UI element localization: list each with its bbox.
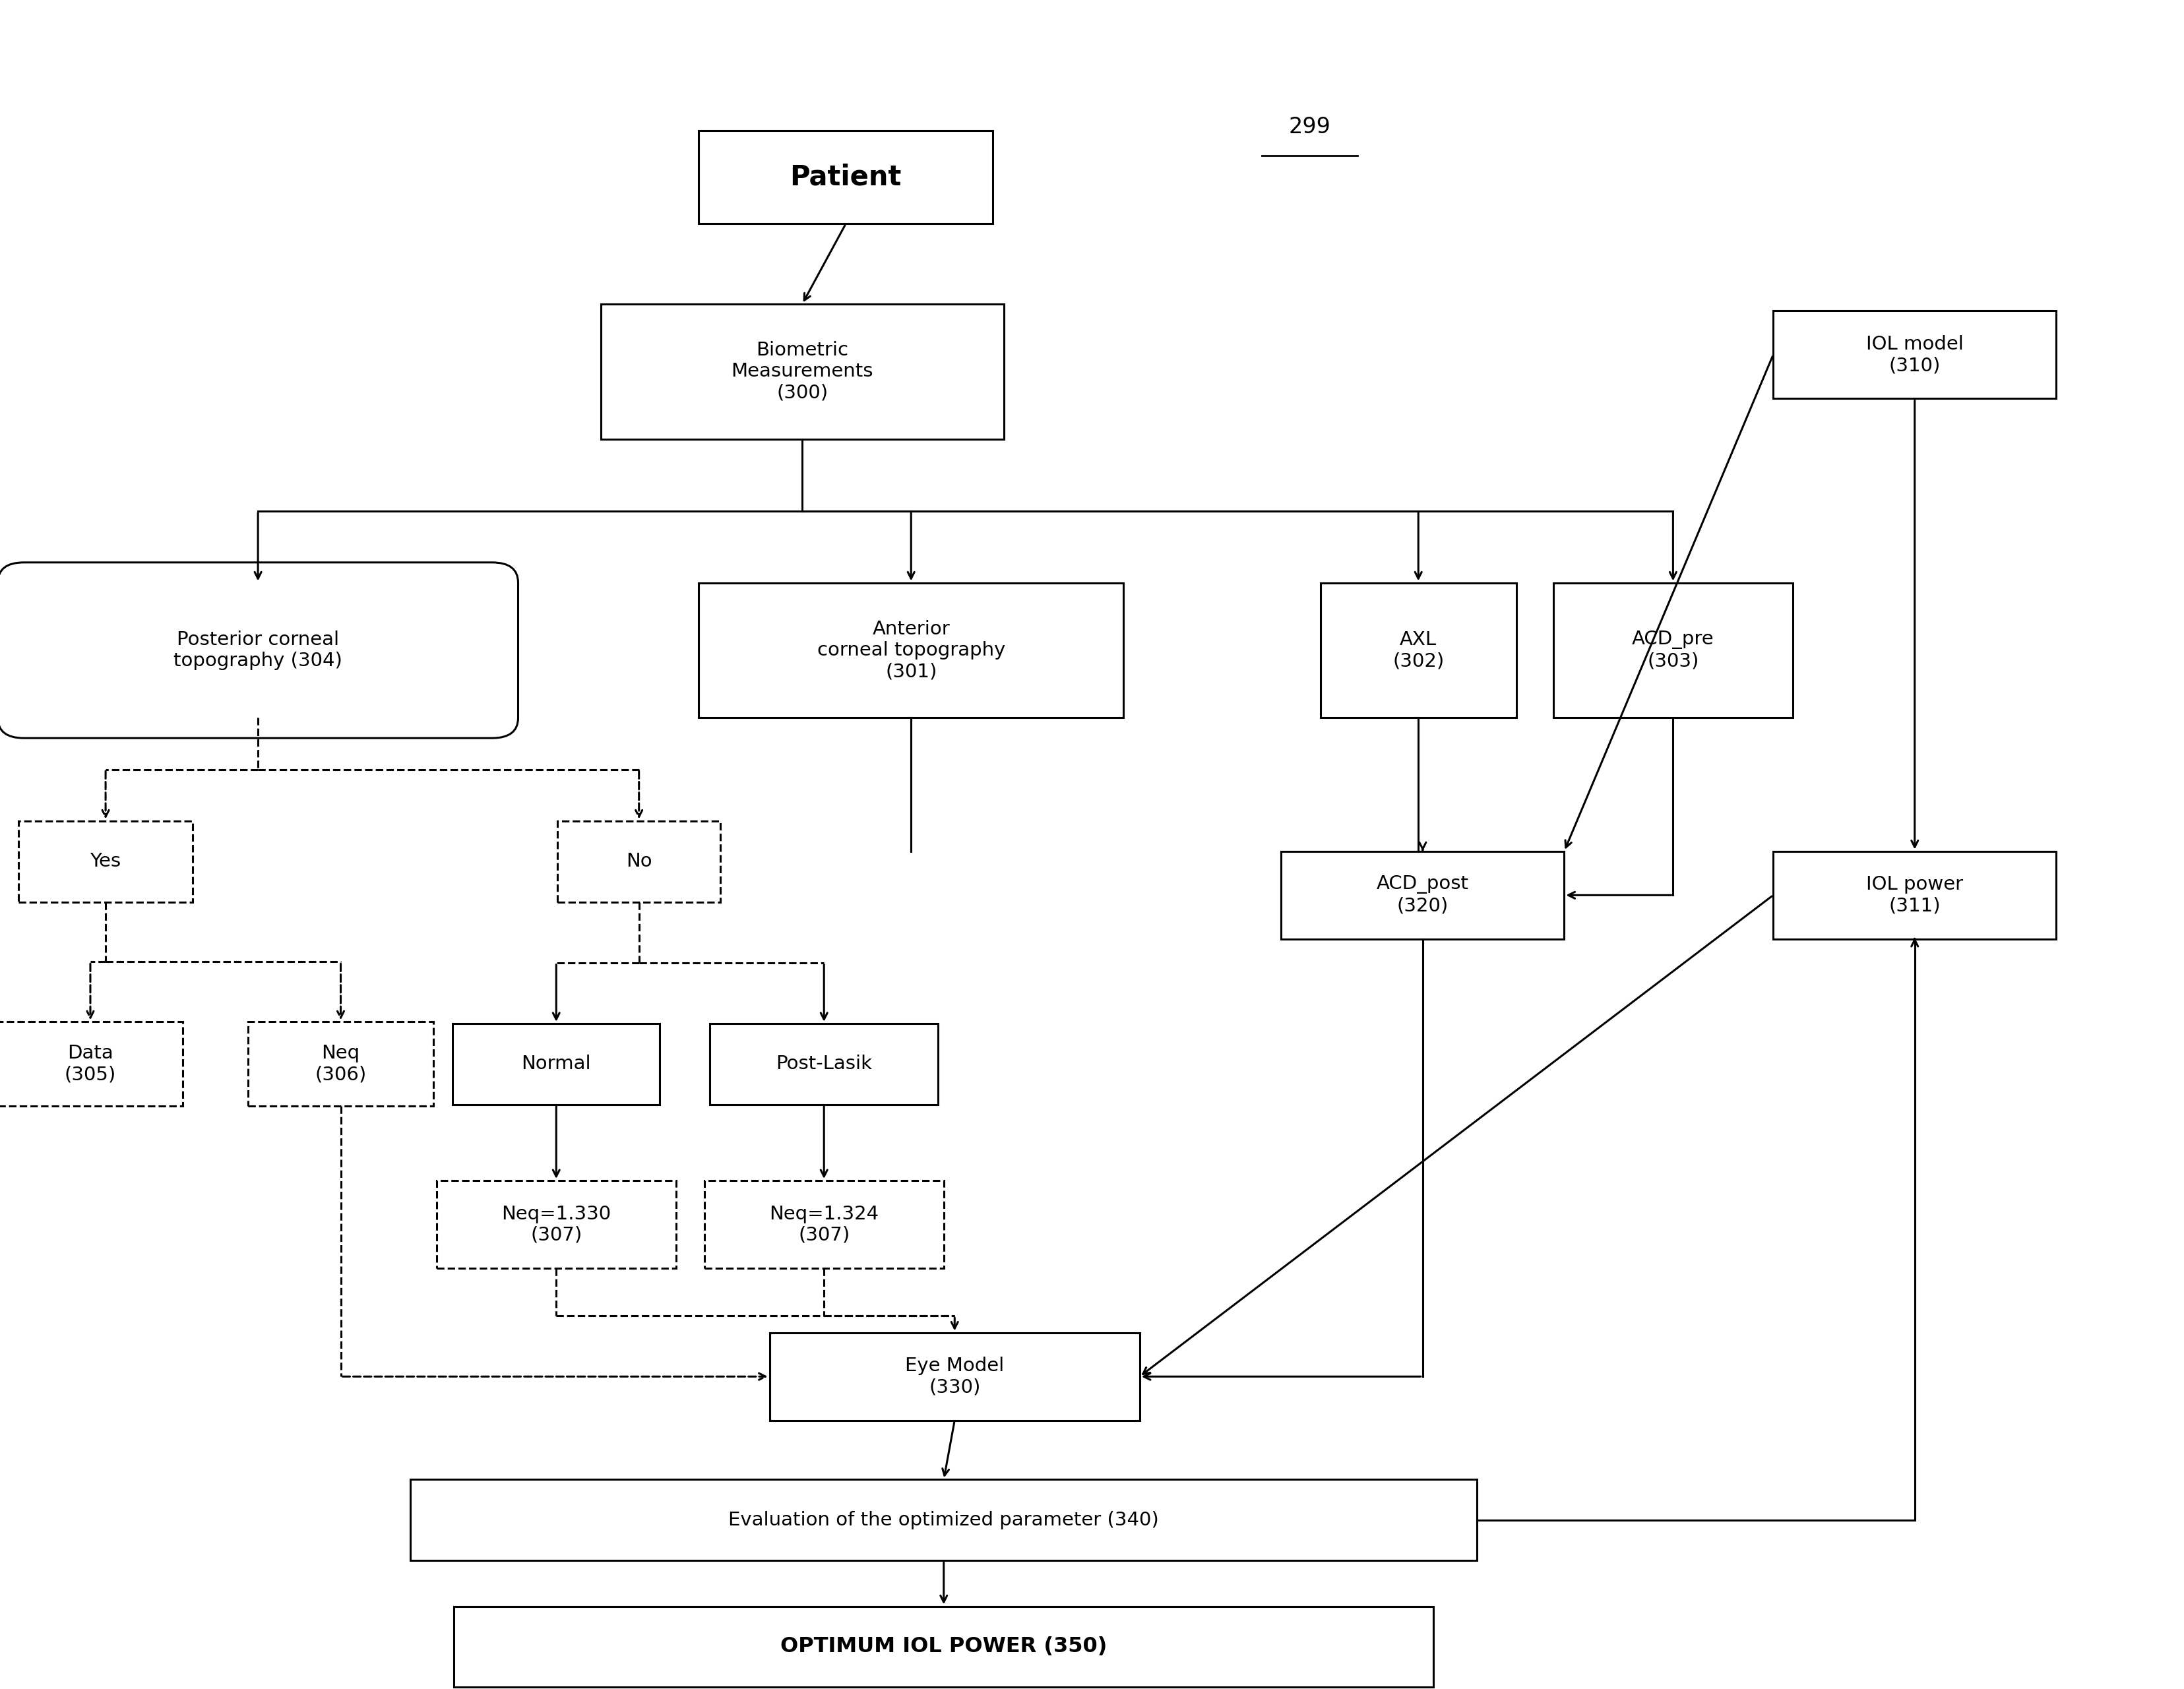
Text: Neq=1.324
(307): Neq=1.324 (307) (769, 1204, 878, 1245)
FancyBboxPatch shape (249, 1022, 432, 1106)
Text: Yes: Yes (90, 853, 120, 870)
FancyBboxPatch shape (0, 1022, 183, 1106)
FancyBboxPatch shape (710, 1024, 937, 1105)
Text: Posterior corneal
topography (304): Posterior corneal topography (304) (173, 630, 343, 671)
FancyBboxPatch shape (1773, 851, 2055, 939)
FancyBboxPatch shape (557, 821, 721, 902)
Text: 299: 299 (1289, 117, 1330, 137)
FancyBboxPatch shape (0, 562, 518, 738)
FancyBboxPatch shape (699, 132, 992, 223)
Text: Normal: Normal (522, 1056, 592, 1073)
Text: No: No (625, 853, 651, 870)
FancyBboxPatch shape (411, 1480, 1476, 1561)
Text: Eye Model
(330): Eye Model (330) (904, 1356, 1005, 1397)
Text: Neq
(306): Neq (306) (314, 1044, 367, 1084)
Text: Evaluation of the optimized parameter (340): Evaluation of the optimized parameter (3… (727, 1512, 1160, 1529)
Text: Anterior
corneal topography
(301): Anterior corneal topography (301) (817, 620, 1005, 681)
FancyBboxPatch shape (17, 821, 192, 902)
Text: IOL model
(310): IOL model (310) (1865, 334, 1963, 375)
FancyBboxPatch shape (699, 583, 1123, 718)
FancyBboxPatch shape (1773, 311, 2055, 399)
Text: ACD_pre
(303): ACD_pre (303) (1631, 630, 1714, 671)
Text: Biometric
Measurements
(300): Biometric Measurements (300) (732, 341, 874, 402)
FancyBboxPatch shape (454, 1606, 1433, 1687)
FancyBboxPatch shape (703, 1181, 943, 1268)
Text: IOL power
(311): IOL power (311) (1865, 875, 1963, 915)
Text: Neq=1.330
(307): Neq=1.330 (307) (502, 1204, 612, 1245)
FancyBboxPatch shape (769, 1333, 1140, 1420)
FancyBboxPatch shape (601, 304, 1002, 439)
FancyBboxPatch shape (1553, 583, 1793, 718)
Text: ACD_post
(320): ACD_post (320) (1376, 875, 1468, 915)
FancyBboxPatch shape (1319, 583, 1516, 718)
FancyBboxPatch shape (452, 1024, 660, 1105)
Text: Data
(305): Data (305) (66, 1044, 116, 1084)
Text: OPTIMUM IOL POWER (350): OPTIMUM IOL POWER (350) (780, 1637, 1107, 1657)
Text: Post-Lasik: Post-Lasik (775, 1056, 871, 1073)
FancyBboxPatch shape (437, 1181, 675, 1268)
FancyBboxPatch shape (1280, 851, 1564, 939)
Text: Patient: Patient (791, 164, 902, 191)
Text: AXL
(302): AXL (302) (1391, 630, 1444, 671)
